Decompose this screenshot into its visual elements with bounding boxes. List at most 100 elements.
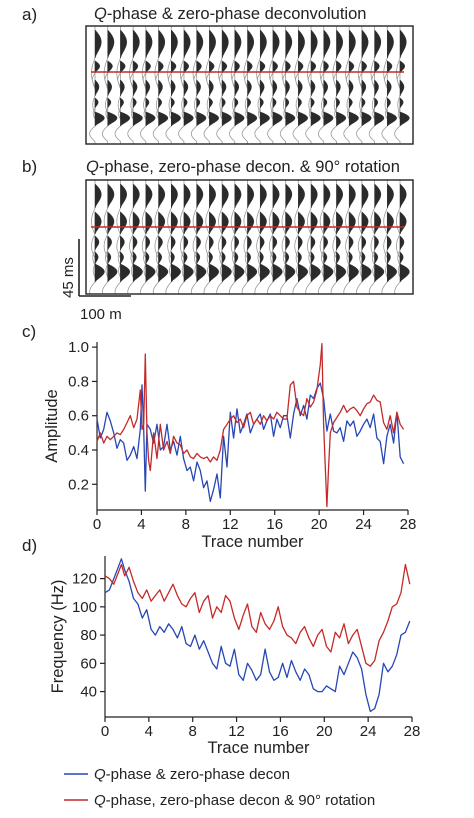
seismic-wavelet	[386, 211, 394, 235]
seismic-wavelet	[221, 251, 226, 265]
seismic-wavelet	[298, 111, 308, 127]
seismic-wavelet	[183, 111, 194, 127]
seismic-wavelet	[120, 211, 127, 235]
seismic-wavelet	[361, 97, 366, 109]
seismic-trace	[241, 26, 258, 144]
seismic-wavelet	[132, 29, 140, 59]
seismic-wavelet	[234, 235, 239, 251]
seismic-wavelet	[285, 97, 289, 109]
seismic-wavelet	[120, 251, 124, 265]
seismic-wavelet	[310, 60, 316, 74]
seismic-trace	[114, 26, 131, 144]
x-axis-label: Trace number	[207, 739, 310, 757]
seismic-wavelet	[171, 79, 176, 97]
seismic-wavelet	[183, 235, 189, 251]
seismic-wavelet	[171, 251, 175, 265]
seismic-wavelet	[171, 183, 178, 209]
series-line-blue	[96, 382, 405, 503]
seismic-wavelet	[158, 29, 165, 59]
seismic-wavelet	[310, 111, 321, 127]
seismic-trace	[381, 26, 398, 144]
x-tick-label: 28	[404, 723, 421, 740]
seismic-wavelet	[399, 251, 404, 265]
seismic-wavelet	[297, 183, 305, 209]
seismic-wavelet	[234, 111, 245, 127]
seismic-wavelet	[387, 111, 397, 127]
seismic-wavelet	[285, 183, 293, 209]
seismic-wavelet	[285, 251, 289, 265]
seismic-wavelet	[336, 60, 342, 74]
legend-red-label: Q-phase, zero-phase decon & 90° rotation	[94, 792, 375, 809]
seismic-wavelet	[310, 29, 318, 59]
seismic-wavelet	[94, 79, 100, 97]
distance-scale-label: 100 m	[80, 306, 122, 323]
seismic-wavelet	[348, 79, 354, 97]
seismic-wavelet	[361, 29, 369, 59]
seismic-wavelet	[107, 97, 112, 109]
seismic-trace	[228, 26, 245, 144]
seismic-wavelet	[132, 235, 138, 251]
seismic-wavelet	[171, 60, 177, 74]
x-tick-label: 24	[355, 516, 372, 533]
seismic-wavelet	[183, 263, 194, 283]
seismic-wavelet	[221, 263, 232, 283]
seismic-wavelet	[247, 263, 258, 283]
seismic-wavelet	[209, 251, 213, 265]
seismic-trace	[267, 26, 283, 144]
seismic-wavelet	[348, 60, 355, 74]
seismic-wavelet	[171, 29, 178, 59]
seismic-wavelet	[310, 211, 318, 235]
seismic-wavelet	[285, 263, 296, 283]
seismic-wavelet	[120, 111, 130, 127]
seismic-wavelet	[272, 235, 278, 251]
seismic-wavelet	[310, 79, 316, 97]
seismic-wavelet	[247, 97, 251, 109]
seismic-wavelet	[259, 211, 267, 235]
x-tick-label: 4	[137, 516, 145, 533]
seismic-wavelet	[107, 211, 115, 235]
seismic-wavelet	[157, 183, 165, 209]
seismic-wavelet	[348, 111, 359, 127]
panel-a-title: Q-phase & zero-phase deconvolution	[94, 5, 366, 23]
seismic-wavelet	[259, 235, 265, 251]
seismic-wavelet	[171, 97, 175, 109]
seismic-wavelet	[196, 251, 201, 265]
seismic-wavelet	[221, 79, 227, 97]
seismic-wavelet	[196, 79, 201, 97]
seismic-wavelet	[209, 235, 214, 251]
seismic-wavelet	[247, 235, 252, 251]
seismic-trace	[165, 26, 181, 144]
panel-b-title-q: Q	[86, 158, 99, 176]
panel-a-title-q: Q	[94, 5, 107, 23]
seismic-wavelet	[247, 111, 258, 127]
seismic-wavelet	[399, 183, 407, 209]
seismic-wavelet	[272, 183, 280, 209]
seismic-wavelet	[297, 235, 303, 251]
seismic-wavelet	[209, 79, 214, 97]
seismic-wavelet	[171, 263, 181, 283]
seismic-wavelet	[323, 29, 331, 59]
seismic-trace	[343, 26, 359, 144]
seismic-wavelet	[145, 29, 153, 59]
seismic-wavelet	[272, 211, 280, 235]
seismic-wavelet	[132, 211, 140, 235]
seismic-wavelet	[297, 79, 303, 97]
x-tick-label: 12	[222, 516, 239, 533]
seismic-trace	[89, 26, 105, 144]
seismic-wavelet	[247, 29, 254, 59]
seismic-wavelet	[145, 263, 156, 283]
seismic-wavelet	[336, 183, 343, 209]
seismic-wavelet	[361, 60, 367, 74]
seismic-section-a	[89, 26, 410, 144]
seismic-wavelet	[158, 111, 169, 127]
seismic-wavelet	[171, 111, 181, 127]
seismic-wavelet	[323, 79, 328, 97]
seismic-wavelet	[196, 97, 201, 109]
seismic-wavelet	[107, 111, 118, 127]
seismic-trace	[292, 26, 309, 144]
x-tick-label: 0	[93, 516, 101, 533]
seismic-wavelet	[323, 60, 329, 74]
amplitude-chart: c) 0.2 0.4 0.6 0.8 1.0 0 4 8 12 16 20 24 28 Trace num…	[22, 322, 416, 551]
time-scale-label: 45 ms	[60, 257, 77, 298]
seismic-wavelet	[336, 29, 343, 59]
